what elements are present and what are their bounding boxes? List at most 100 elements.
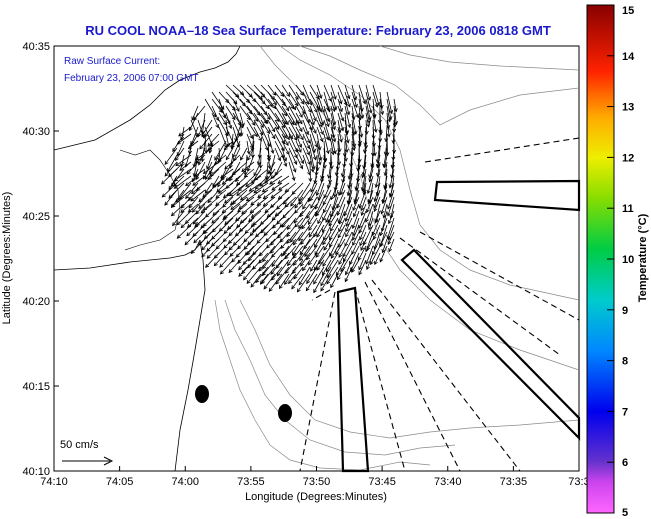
current-vector-head bbox=[231, 258, 236, 263]
current-vector bbox=[191, 126, 199, 145]
current-vector bbox=[370, 245, 381, 265]
current-vector bbox=[253, 161, 262, 176]
current-vector-head bbox=[332, 138, 337, 143]
current-vector-head bbox=[191, 178, 196, 183]
current-vector bbox=[175, 154, 192, 166]
current-vector bbox=[267, 91, 277, 106]
current-vector-head bbox=[346, 191, 351, 197]
current-vector-head bbox=[359, 242, 364, 247]
current-vector bbox=[225, 112, 232, 129]
current-vector bbox=[344, 126, 349, 143]
current-vector-head bbox=[226, 225, 232, 230]
current-vector-head bbox=[326, 267, 330, 273]
current-vector bbox=[292, 259, 304, 274]
current-vector bbox=[277, 175, 290, 184]
current-vector-head bbox=[329, 236, 333, 241]
current-vector-head bbox=[176, 234, 181, 239]
current-vector bbox=[270, 168, 283, 179]
current-vector bbox=[191, 238, 206, 254]
current-vector bbox=[204, 182, 213, 194]
current-vector-head bbox=[252, 265, 257, 270]
current-vector bbox=[358, 133, 361, 147]
current-vector bbox=[373, 189, 381, 208]
current-vector bbox=[387, 196, 395, 216]
current-vector bbox=[214, 140, 227, 161]
current-vector bbox=[340, 252, 353, 272]
current-vector-head bbox=[298, 224, 302, 230]
current-vector bbox=[364, 140, 367, 153]
current-vector-head bbox=[320, 130, 324, 136]
current-vector bbox=[275, 203, 290, 217]
current-vector bbox=[201, 119, 213, 137]
current-vector bbox=[368, 189, 374, 204]
scale-arrow bbox=[62, 456, 114, 466]
current-vector-head bbox=[231, 116, 236, 121]
current-vector-head bbox=[380, 210, 385, 215]
current-vector-head bbox=[328, 179, 333, 184]
current-vector-head bbox=[304, 252, 309, 258]
current-vector bbox=[286, 231, 297, 244]
current-vector-head bbox=[238, 266, 243, 271]
current-vector bbox=[161, 168, 178, 185]
current-vector-head bbox=[359, 236, 363, 241]
y-axis-label: Latitude (Degrees:Minutes) bbox=[1, 192, 13, 325]
current-vector bbox=[368, 217, 374, 230]
current-vector bbox=[274, 161, 283, 176]
current-vector bbox=[191, 182, 206, 194]
current-vector-head bbox=[332, 126, 336, 131]
current-vector bbox=[235, 168, 248, 182]
current-vector-head bbox=[352, 241, 356, 247]
current-vector bbox=[304, 238, 318, 257]
current-vector bbox=[227, 217, 241, 230]
current-vector bbox=[381, 210, 388, 232]
current-vector bbox=[297, 273, 311, 293]
current-vector-head bbox=[230, 206, 235, 210]
current-vector bbox=[330, 133, 336, 154]
current-vector bbox=[274, 133, 285, 151]
current-vector bbox=[330, 140, 334, 155]
current-vector-head bbox=[366, 123, 371, 128]
current-vector-head bbox=[308, 226, 313, 231]
current-vector bbox=[239, 91, 250, 103]
current-vector-head bbox=[274, 171, 279, 177]
current-vector bbox=[212, 175, 227, 188]
current-vector-head bbox=[373, 197, 378, 203]
current-vector-head bbox=[305, 287, 310, 292]
current-vector bbox=[262, 252, 276, 269]
current-vector-head bbox=[187, 197, 192, 202]
current-vector bbox=[300, 252, 311, 267]
current-vector bbox=[330, 126, 336, 142]
current-vector bbox=[180, 203, 192, 213]
current-vector-head bbox=[271, 128, 276, 133]
current-vector-head bbox=[184, 241, 189, 246]
current-vector-head bbox=[317, 161, 322, 166]
current-vector bbox=[313, 266, 325, 285]
current-vector bbox=[193, 147, 199, 168]
current-vector-head bbox=[378, 129, 383, 134]
current-vector bbox=[322, 231, 332, 245]
current-vector bbox=[375, 168, 381, 188]
current-vector bbox=[258, 259, 269, 272]
current-vector bbox=[257, 147, 262, 165]
current-vector-head bbox=[312, 156, 317, 161]
current-vector-head bbox=[195, 210, 200, 215]
current-vector-head bbox=[358, 266, 363, 271]
current-vector-head bbox=[193, 116, 198, 121]
current-vector-head bbox=[343, 258, 347, 263]
current-vector bbox=[314, 238, 325, 255]
current-vector bbox=[270, 259, 283, 275]
current-vector bbox=[314, 189, 325, 210]
current-vector-head bbox=[256, 161, 261, 166]
current-vector bbox=[293, 210, 304, 224]
current-vector bbox=[350, 147, 353, 167]
current-vector bbox=[172, 133, 185, 152]
current-vector-head bbox=[186, 232, 191, 237]
current-vector-head bbox=[191, 208, 196, 213]
current-vector-head bbox=[260, 123, 264, 129]
current-vector bbox=[274, 112, 285, 128]
current-vector bbox=[322, 203, 332, 221]
current-vector bbox=[281, 210, 297, 228]
current-vector-head bbox=[351, 146, 356, 152]
current-vector-head bbox=[302, 205, 307, 210]
